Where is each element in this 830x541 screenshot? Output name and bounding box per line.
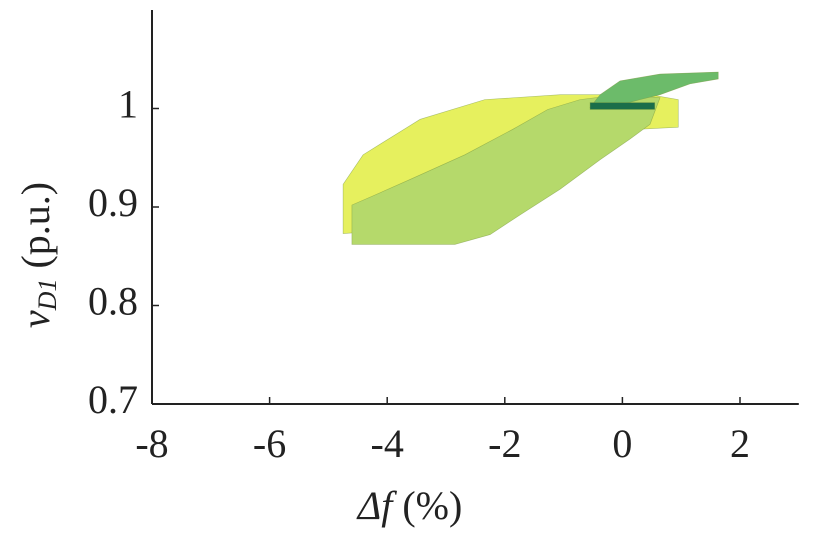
x-axis-label: Δf (%) xyxy=(356,483,463,528)
y-tick-label: 0.9 xyxy=(88,180,138,225)
y-tick-label: 1 xyxy=(118,82,138,127)
x-tick-label: -4 xyxy=(371,421,404,466)
y-tick-label: 0.7 xyxy=(88,377,138,422)
x-label-symbol: Δf xyxy=(356,483,397,528)
y-axis-label: vD1 (p.u.) xyxy=(13,182,62,328)
x-tick-label: -2 xyxy=(488,421,521,466)
y-label-subscript: D1 xyxy=(33,279,62,312)
y-label-symbol: v xyxy=(13,310,58,328)
y-tick-label: 0.8 xyxy=(88,279,138,324)
x-tick-label: -6 xyxy=(253,421,286,466)
reachable-set xyxy=(589,102,656,110)
x-tick-label: 0 xyxy=(612,421,632,466)
reachable-set xyxy=(589,71,719,108)
y-label-unit: (p.u.) xyxy=(13,182,58,279)
x-label-unit: (%) xyxy=(402,483,462,528)
x-tick-label: 2 xyxy=(730,421,750,466)
x-tick-label: -8 xyxy=(135,421,168,466)
